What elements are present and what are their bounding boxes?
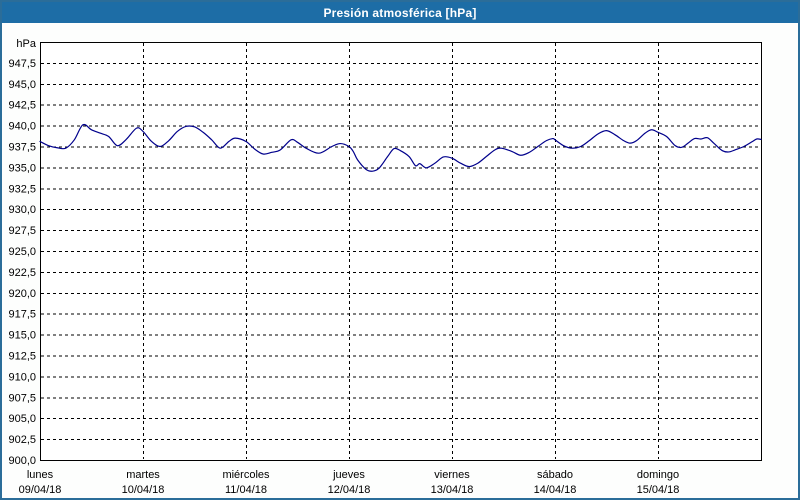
y-tick-label: 922,5 [8,267,36,279]
x-tick-date-label: 14/04/18 [534,484,577,496]
y-tick-label: 905,0 [8,413,36,425]
y-tick-label: 940,0 [8,121,36,133]
x-tick-date-label: 12/04/18 [328,484,371,496]
x-tick-date-label: 11/04/18 [225,484,267,496]
x-tick-date-label: 13/04/18 [431,484,474,496]
x-tick-date-label: 15/04/18 [637,484,680,496]
pressure-line [39,123,762,172]
y-tick-label: 915,0 [8,330,36,342]
y-tick-label: 937,5 [8,142,36,154]
y-tick-label: 910,0 [8,371,36,383]
x-tick-day-label: jueves [332,469,365,481]
label-layer: hPa 947,5 945,0 942,5 940,0 937,5 935,0 932,5 9… [8,38,679,496]
grid-layer [40,42,762,461]
y-tick-label: 930,0 [8,204,36,216]
y-tick-label: 927,5 [8,225,36,237]
x-tick-day-label: miércoles [222,469,270,481]
x-tick-date-label: 10/04/18 [122,484,165,496]
y-tick-label: 900,0 [8,455,36,467]
x-tick-day-label: viernes [434,469,470,481]
x-tick-day-label: domingo [637,469,679,481]
x-tick-day-label: martes [126,469,160,481]
y-tick-label: 945,0 [8,79,36,91]
y-tick-label: 912,5 [8,351,36,363]
y-tick-label: 942,5 [8,100,36,112]
y-axis-unit-label: hPa [16,38,36,50]
y-tick-label: 907,5 [8,392,36,404]
series-layer [39,123,762,172]
chart-title: Presión atmosférica [hPa] [323,5,477,20]
y-tick-label: 902,5 [8,434,36,446]
y-tick-label: 935,0 [8,162,36,174]
y-tick-label: 917,5 [8,309,36,321]
chart-canvas: hPa 947,5 945,0 942,5 940,0 937,5 935,0 932,5 9… [8,38,762,496]
y-tick-label: 925,0 [8,246,36,258]
chart-title-bar: Presión atmosférica [hPa] [2,2,798,23]
y-tick-label: 932,5 [8,183,36,195]
x-tick-day-label: sábado [537,469,573,481]
x-tick-date-label: 09/04/18 [19,484,62,496]
y-tick-label: 947,5 [8,58,36,70]
y-tick-label: 920,0 [8,288,36,300]
x-tick-day-label: lunes [27,469,54,481]
